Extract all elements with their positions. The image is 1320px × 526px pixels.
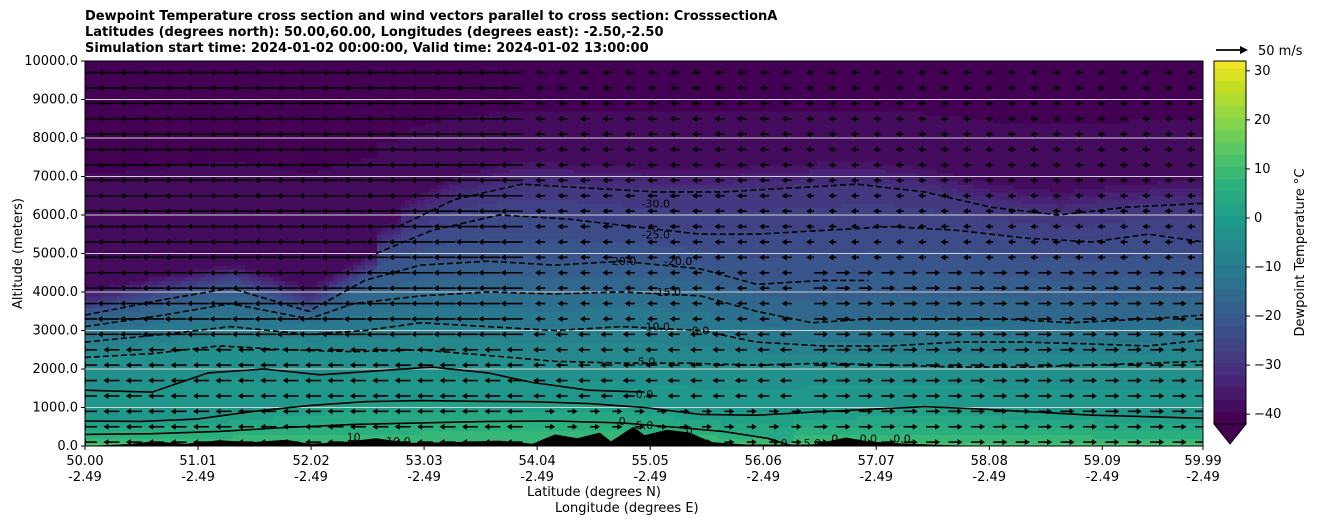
colorbar-tick-label: −40 [1254,407,1281,422]
colorbar-segment [1214,301,1246,314]
contour-label: -10.0 [642,321,670,334]
colorbar-segment [1214,375,1246,388]
y-tick-label: 5000.0 [33,247,79,262]
colorbar-segment [1214,179,1246,192]
colorbar-tick-label: −10 [1254,260,1281,275]
x-tick-label-lat: 57.07 [858,454,895,469]
y-tick-label: 4000.0 [33,285,79,300]
contour-label: 5.0 [770,437,788,450]
y-axis-label: Altitude (meters) [11,198,26,309]
contour-label: -5.0 [634,355,655,368]
colorbar-segment [1214,350,1246,363]
colorbar-segment [1214,277,1246,290]
colorbar-tick-label: −20 [1254,309,1281,324]
colorbar-segment [1214,399,1246,412]
x-tick-label-lat: 51.01 [179,454,216,469]
contour-label: 0 [619,415,626,428]
colorbar-segment [1214,387,1246,400]
contour-label: -20.0 [664,255,692,268]
colorbar-tick-label: 0 [1254,211,1262,226]
x-axis-label-secondary: Longitude (degrees E) [555,501,699,516]
x-tick-label-lat: 59.09 [1084,454,1121,469]
colorbar-tick-label: 10 [1254,162,1271,177]
wind-key: 50 m/s [1216,44,1303,59]
colorbar-segment [1214,412,1246,425]
colorbar-segment [1214,289,1246,302]
x-tick-label-lat: 59.99 [1184,454,1221,469]
x-tick-label-lat: 54.04 [519,454,556,469]
colorbar-tick-label: 20 [1254,113,1271,128]
y-tick-label: 1000.0 [33,401,79,416]
colorbar-segment [1214,93,1246,106]
colorbar-segment [1214,252,1246,265]
colorbar-segment [1214,81,1246,94]
x-tick-label-lon: -2.49 [746,470,780,485]
x-tick-label-lon: -2.49 [633,470,667,485]
colorbar-segment [1214,240,1246,253]
y-tick-label: 2000.0 [33,362,79,377]
y-tick-label: 7000.0 [33,170,79,185]
colorbar: 30 20 10 0 −10 −20 −30 −40 Dewpoint Temperature … [1214,61,1308,444]
x-tick-label-lon: -2.49 [68,470,102,485]
y-tick-label: 10000.0 [24,54,78,69]
colorbar-segment [1214,68,1246,81]
colorbar-segment [1214,326,1246,339]
colorbar-tick-label: −30 [1254,358,1281,373]
wind-key-arrow-head [1240,46,1248,54]
x-tick-label-lon: -2.49 [859,470,893,485]
colorbar-segment [1214,130,1246,143]
x-tick-label-lon: -2.49 [972,470,1006,485]
colorbar-segment [1214,228,1246,241]
contour-label: -30.0 [642,197,670,210]
colorbar-extend-min [1214,424,1246,444]
x-tick-label-lat: 50.00 [66,454,103,469]
contour-label: 0.0 [636,388,654,401]
y-tick-label: 6000.0 [33,208,79,223]
colorbar-segment [1214,191,1246,204]
colorbar-segment [1214,166,1246,179]
x-tick-label-lon: -2.49 [1085,470,1119,485]
x-axis-label: Latitude (degrees N) [527,485,661,500]
y-tick-label: 9000.0 [33,93,79,108]
colorbar-segment [1214,203,1246,216]
x-tick-label-lat: 58.08 [971,454,1008,469]
x-tick-label-lat: 52.02 [292,454,329,469]
x-tick-label-lon: -2.49 [520,470,554,485]
y-tick-label: 8000.0 [33,131,79,146]
x-tick-label-lon: -2.49 [407,470,441,485]
colorbar-segment [1214,363,1246,376]
colorbar-label: Dewpoint Temperature °C [1293,169,1308,337]
wind-key-label: 50 m/s [1258,44,1303,59]
contour-label: 0.0 [692,325,710,338]
colorbar-segment [1214,117,1246,130]
colorbar-segment [1214,142,1246,155]
x-tick-label-lon: -2.49 [294,470,328,485]
x-tick-label-lon: -2.49 [1186,470,1220,485]
x-tick-label-lat: 53.03 [405,454,442,469]
y-tick-label: 0.0 [57,439,78,454]
colorbar-segment [1214,154,1246,167]
contour-label: 5.0 [636,419,654,432]
contour-label: -20.0 [608,255,636,268]
x-tick-label-lat: 56.06 [745,454,782,469]
colorbar-segment [1214,338,1246,351]
colorbar-tick-label: 30 [1254,64,1271,79]
x-tick-label-lon: -2.49 [181,470,215,485]
contour-label: -15.0 [653,286,681,299]
colorbar-segment [1214,105,1246,118]
x-tick-label-lat: 55.05 [632,454,669,469]
y-tick-label: 3000.0 [33,324,79,339]
colorbar-segment [1214,265,1246,278]
colorbar-segment [1214,314,1246,327]
contour-label: -25.0 [642,228,670,241]
colorbar-segment [1214,216,1246,229]
colorbar-segment [1214,61,1246,69]
